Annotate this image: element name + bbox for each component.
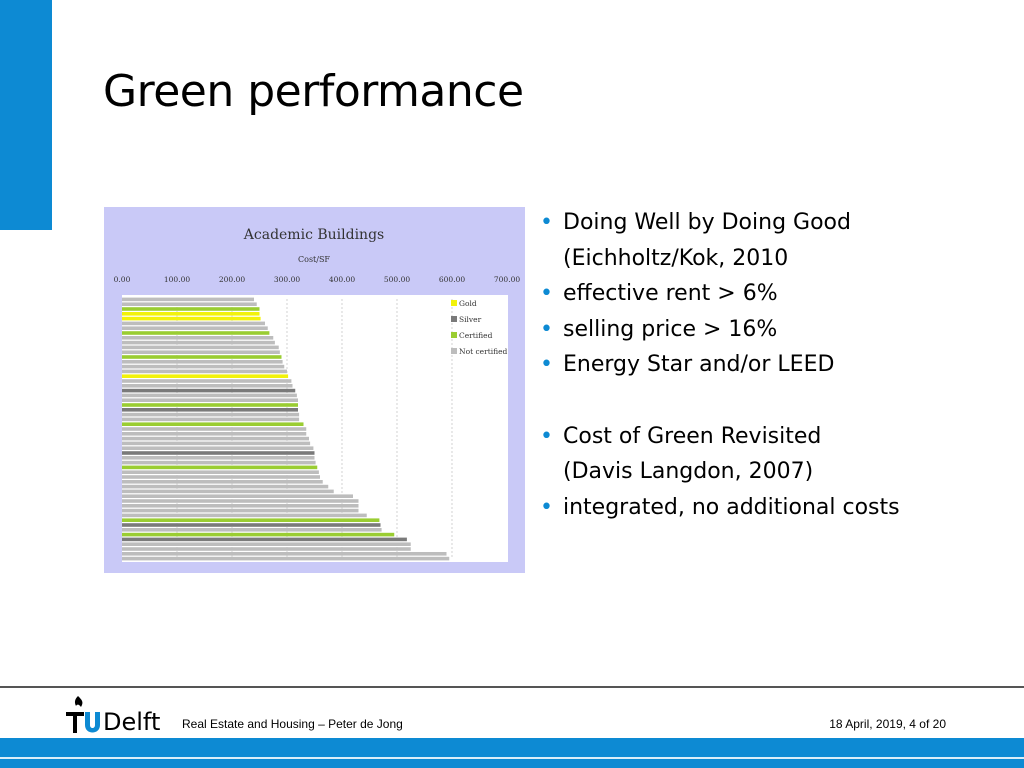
footer-date-page: 18 April, 2019, 4 of 20 bbox=[829, 717, 946, 731]
bar bbox=[122, 388, 296, 393]
bar bbox=[122, 398, 298, 402]
bar bbox=[122, 432, 307, 436]
bar bbox=[122, 465, 318, 470]
bar bbox=[122, 499, 359, 503]
legend-label: Silver bbox=[459, 315, 482, 324]
academic-buildings-chart: Academic Buildings Cost/SF 0.00 100.00 200.0… bbox=[104, 207, 525, 573]
bar bbox=[122, 384, 293, 388]
bar bbox=[122, 446, 314, 450]
bar bbox=[122, 316, 261, 321]
bar bbox=[122, 542, 411, 546]
bar bbox=[122, 436, 309, 441]
bar bbox=[122, 412, 300, 417]
bar bbox=[122, 547, 411, 551]
footer-presenter: Real Estate and Housing – Peter de Jong bbox=[182, 717, 403, 731]
bullet-item: integrated, no additional costs bbox=[538, 490, 1008, 526]
bullet-continuation: (Davis Langdon, 2007) bbox=[563, 459, 814, 485]
bar bbox=[122, 340, 275, 345]
bar bbox=[122, 427, 307, 431]
tudelft-logo: Delft bbox=[64, 692, 164, 738]
bar bbox=[122, 350, 280, 354]
chart-svg: Academic Buildings Cost/SF 0.00 100.00 200.0… bbox=[114, 227, 520, 562]
bar bbox=[122, 360, 283, 364]
x-tick-label: 500.00 bbox=[384, 275, 410, 284]
bar bbox=[122, 518, 380, 522]
bullet-item: Energy Star and/or LEED bbox=[538, 347, 1008, 383]
x-tick-label: 700.00 bbox=[494, 275, 520, 284]
bar bbox=[122, 460, 316, 465]
bar bbox=[122, 417, 300, 422]
footer-color-bar-line bbox=[0, 757, 1024, 759]
bar bbox=[122, 494, 353, 498]
legend-label: Gold bbox=[459, 299, 477, 308]
bar bbox=[122, 355, 282, 359]
bar bbox=[122, 403, 298, 407]
bar bbox=[122, 528, 382, 532]
svg-text:Delft: Delft bbox=[103, 708, 160, 736]
footer-divider bbox=[0, 686, 1024, 688]
bar bbox=[122, 470, 319, 474]
bar bbox=[122, 321, 265, 326]
x-tick-label: 200.00 bbox=[219, 275, 245, 284]
bar bbox=[122, 408, 298, 412]
bar bbox=[122, 456, 315, 460]
bullet-list: Doing Well by Doing Good (Eichholtz/Kok, … bbox=[538, 205, 1008, 525]
bar bbox=[122, 537, 407, 542]
bar bbox=[122, 393, 297, 398]
bar bbox=[122, 297, 254, 302]
x-tick-label: 0.00 bbox=[114, 275, 131, 284]
legend-swatch bbox=[451, 348, 457, 354]
legend-label: Not certified bbox=[459, 347, 508, 356]
bar bbox=[122, 441, 311, 446]
legend-swatch bbox=[451, 332, 457, 338]
bar bbox=[122, 326, 268, 330]
bullet-item: selling price > 16% bbox=[538, 312, 1008, 348]
bar bbox=[122, 369, 287, 374]
bar bbox=[122, 508, 359, 513]
x-tick-label: 400.00 bbox=[329, 275, 355, 284]
bar bbox=[122, 523, 381, 527]
bar bbox=[122, 475, 320, 479]
legend-swatch bbox=[451, 300, 457, 306]
bar bbox=[122, 552, 447, 556]
bar bbox=[122, 379, 292, 383]
bar bbox=[122, 451, 315, 455]
bar bbox=[122, 532, 395, 537]
legend-swatch bbox=[451, 316, 457, 322]
bar bbox=[122, 331, 270, 335]
bullet-item: effective rent > 6% bbox=[538, 276, 1008, 312]
bar bbox=[122, 556, 450, 561]
x-tick-label: 600.00 bbox=[439, 275, 465, 284]
bar bbox=[122, 489, 334, 494]
bullet-item: Doing Well by Doing Good bbox=[538, 205, 1008, 241]
side-accent-bar bbox=[0, 0, 52, 230]
x-tick-label: 100.00 bbox=[164, 275, 190, 284]
bar bbox=[122, 312, 260, 316]
bar bbox=[122, 374, 289, 378]
bar bbox=[122, 422, 304, 426]
bar bbox=[122, 504, 359, 508]
chart-title: Academic Buildings bbox=[243, 227, 384, 243]
bar bbox=[122, 480, 323, 484]
x-tick-label: 300.00 bbox=[274, 275, 300, 284]
bullet-item: Cost of Green Revisited bbox=[538, 419, 1008, 455]
bar bbox=[122, 364, 285, 369]
legend-label: Certified bbox=[459, 331, 493, 340]
bullet-spacer bbox=[538, 383, 1008, 419]
chart-subtitle: Cost/SF bbox=[298, 255, 330, 264]
bar bbox=[122, 513, 367, 518]
slide-title: Green performance bbox=[103, 66, 524, 117]
bar bbox=[122, 484, 329, 489]
bar bbox=[122, 302, 257, 306]
bullet-continuation: (Eichholtz/Kok, 2010 bbox=[563, 245, 789, 271]
bar bbox=[122, 345, 279, 350]
bar bbox=[122, 307, 260, 311]
bar bbox=[122, 336, 274, 340]
footer-color-bar bbox=[0, 738, 1024, 768]
